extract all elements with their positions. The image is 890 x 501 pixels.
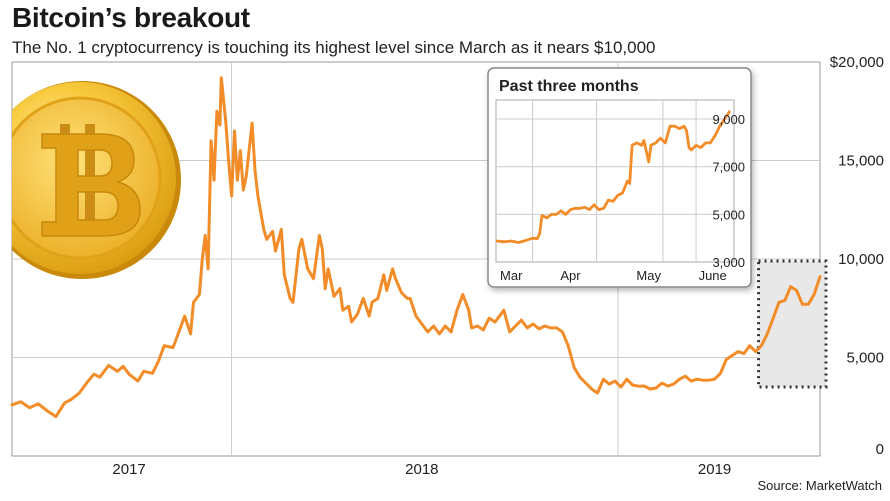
inset-y-tick-label: 5,000 [712,207,745,222]
y-axis-ticks: 0 5,000 10,000 15,000 $20,000 [830,54,884,458]
y-tick-label: 5,000 [846,350,884,367]
inset-y-tick-label: 7,000 [712,160,745,175]
inset-y-tick-label: 9,000 [712,112,745,127]
y-tick-label: 10,000 [838,251,884,268]
y-tick-label: 0 [876,441,884,458]
source-credit: Source: MarketWatch [757,478,882,493]
y-tick-label: $20,000 [830,54,884,71]
inset-x-tick-label: Mar [500,268,523,283]
inset-y-axis-ticks: 3,000 5,000 7,000 9,000 [712,112,745,270]
x-tick-label: 2017 [112,461,145,478]
y-tick-label: 15,000 [838,153,884,170]
bitcoin-price-line [10,76,822,419]
chart-title: Bitcoin’s breakout [12,2,250,33]
chart-subtitle: The No. 1 cryptocurrency is touching its… [12,38,656,57]
x-tick-label: 2018 [405,461,438,478]
inset-price-line [495,110,731,244]
inset-x-tick-label: May [636,268,661,283]
inset-x-axis-ticks: Mar Apr May June [500,268,727,283]
inset-gridlines [496,100,734,262]
x-axis-ticks: 2017 2018 2019 [112,461,731,478]
bitcoin-coin-icon [12,81,181,279]
inset-past-three-months: Past three months 3,000 5,000 7,000 9,000 M… [487,67,752,288]
inset-x-tick-label: Apr [560,268,581,283]
x-tick-label: 2019 [698,461,731,478]
inset-plot-area [495,99,735,263]
inset-x-tick-label: June [699,268,727,283]
inset-y-tick-label: 3,000 [712,255,745,270]
recent-breakout-highlight [757,259,828,389]
inset-title: Past three months [499,78,639,95]
